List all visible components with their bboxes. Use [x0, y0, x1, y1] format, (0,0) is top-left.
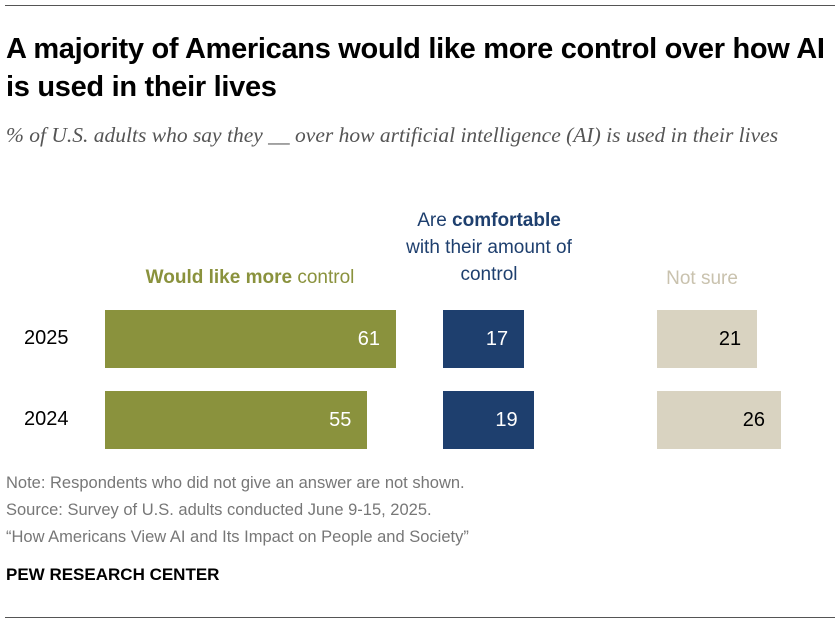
header-not-sure-label: Not sure	[666, 268, 738, 289]
report-title: “How Americans View AI and Its Impact on…	[6, 528, 469, 546]
bar-2024-series-2	[657, 391, 782, 449]
value-label: 17	[485, 328, 509, 350]
bar-2025-series-1	[443, 310, 525, 368]
value-label: 61	[357, 328, 380, 350]
value-label: 21	[718, 328, 742, 350]
bar-2025-series-2	[657, 310, 758, 368]
header-comfortable: Are comfortable with their amount of con…	[389, 207, 589, 288]
note: Note: Respondents who did not give an an…	[6, 474, 465, 492]
top-rule	[5, 5, 835, 6]
chart-subtitle: % of U.S. adults who say they __ over ho…	[6, 123, 779, 147]
bar-2024-series-0	[105, 391, 368, 449]
year-label: 2025	[24, 327, 69, 349]
value-label: 19	[495, 409, 518, 431]
year-label: 2024	[24, 408, 69, 430]
header-comfortable-bold: comfortable	[452, 210, 561, 231]
header-not-sure: Not sure	[602, 265, 802, 292]
chart-title: A majority of Americans would like more …	[6, 33, 825, 103]
value-label: 26	[742, 409, 766, 431]
value-label: 55	[329, 409, 352, 431]
bottom-rule	[5, 617, 835, 618]
header-comfortable-pre: Are	[417, 210, 453, 231]
pew-logo-text: PEW RESEARCH CENTER	[6, 565, 220, 584]
header-more-control-bold: Would like more	[145, 267, 293, 288]
bar-2025-series-0	[105, 310, 396, 368]
bar-2024-series-1	[443, 391, 534, 449]
header-comfortable-rest: with their amount of control	[406, 237, 572, 285]
header-more-control: Would like more control	[100, 264, 400, 291]
source: Source: Survey of U.S. adults conducted …	[6, 501, 432, 519]
header-more-control-rest: control	[292, 267, 355, 288]
